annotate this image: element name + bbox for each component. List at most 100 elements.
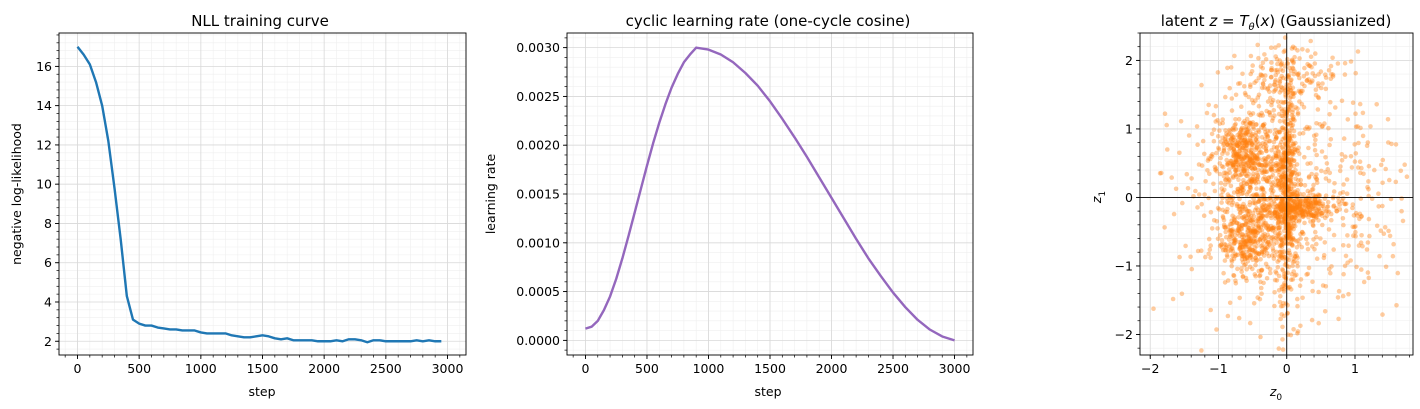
latent-point — [1283, 210, 1289, 216]
latent-point — [1233, 153, 1238, 159]
lr-tick-label-x: 3000 — [939, 361, 971, 376]
latent-point — [1365, 270, 1371, 275]
latent-point — [1260, 81, 1266, 87]
latent-point — [1234, 158, 1239, 163]
latent-point — [1282, 198, 1287, 203]
latent-point — [1269, 168, 1274, 173]
latent-point — [1330, 195, 1336, 201]
latent-point — [1237, 245, 1243, 250]
latent-point — [1262, 246, 1267, 252]
latent-point — [1265, 264, 1270, 270]
latent-point — [1256, 225, 1262, 230]
latent-point — [1244, 215, 1249, 220]
latent-point — [1253, 137, 1258, 142]
latent-point — [1281, 313, 1287, 319]
latent-point — [1279, 249, 1285, 254]
latent-point — [1213, 119, 1218, 124]
latent-point — [1292, 202, 1298, 208]
latent-point — [1353, 70, 1358, 76]
latent-point — [1273, 152, 1279, 158]
latent-point — [1314, 121, 1319, 126]
latent-point — [1209, 131, 1215, 137]
latent-point — [1250, 200, 1256, 206]
latent-point — [1269, 235, 1274, 240]
latent-point — [1239, 253, 1245, 258]
latent-point — [1256, 147, 1262, 153]
latent-point — [1278, 204, 1283, 210]
latent-point — [1252, 166, 1258, 171]
latent-point — [1255, 230, 1260, 236]
latent-point — [1252, 207, 1258, 213]
latent-point — [1293, 206, 1298, 211]
latent-point — [1248, 82, 1253, 87]
latent-point — [1290, 169, 1296, 175]
latent-point — [1237, 246, 1242, 252]
latent-point — [1295, 331, 1300, 336]
latent-point — [1244, 139, 1250, 144]
latent-point — [1199, 82, 1204, 88]
latent-point — [1265, 134, 1270, 140]
latent-point — [1261, 197, 1267, 203]
latent-point — [1348, 59, 1354, 64]
latent-point — [1314, 132, 1319, 138]
latent-point — [1341, 136, 1347, 141]
lr-panel: cyclic learning rate (one-cycle cosine) … — [483, 12, 974, 399]
latent-point — [1287, 177, 1293, 183]
latent-point — [1281, 274, 1287, 279]
latent-point — [1275, 69, 1281, 75]
latent-point — [1250, 151, 1256, 156]
latent-point — [1289, 197, 1294, 202]
latent-point — [1312, 200, 1318, 206]
latent-point — [1220, 120, 1225, 126]
latent-point — [1341, 271, 1346, 277]
latent-point — [1337, 207, 1343, 212]
latent-point — [1243, 232, 1249, 238]
latent-zero-lines — [1140, 33, 1413, 355]
latent-point — [1295, 110, 1301, 116]
latent-point — [1252, 227, 1257, 232]
latent-point — [1281, 210, 1287, 216]
latent-point — [1357, 216, 1362, 222]
latent-point — [1366, 216, 1372, 222]
latent-point — [1301, 231, 1306, 237]
nll-tick-label-y: 8 — [44, 216, 52, 231]
latent-point — [1236, 228, 1242, 233]
latent-point — [1270, 211, 1275, 216]
latent-point — [1282, 281, 1287, 286]
latent-point — [1223, 170, 1229, 176]
latent-point — [1289, 205, 1294, 210]
latent-point — [1272, 168, 1278, 174]
latent-point — [1258, 236, 1263, 242]
latent-point — [1289, 151, 1295, 156]
latent-point — [1333, 206, 1339, 211]
latent-point — [1255, 174, 1261, 179]
latent-point — [1281, 249, 1287, 254]
latent-point — [1287, 241, 1292, 246]
latent-point — [1270, 246, 1276, 251]
latent-point — [1287, 85, 1293, 91]
latent-point — [1265, 209, 1271, 215]
latent-point — [1231, 217, 1237, 222]
latent-point — [1195, 205, 1200, 210]
latent-point — [1302, 209, 1307, 214]
latent-point — [1398, 168, 1404, 174]
latent-point — [1244, 130, 1250, 135]
latent-point — [1246, 212, 1251, 218]
latent-point — [1273, 153, 1279, 159]
latent-point — [1289, 57, 1295, 63]
latent-point — [1286, 209, 1292, 214]
latent-point — [1259, 187, 1264, 192]
latent-point — [1296, 204, 1302, 209]
latent-point — [1348, 154, 1354, 159]
latent-point — [1276, 231, 1281, 237]
latent-point — [1275, 215, 1281, 220]
latent-point — [1304, 236, 1309, 242]
latent-point — [1289, 237, 1294, 243]
latent-point — [1290, 66, 1296, 71]
latent-point — [1277, 80, 1282, 85]
latent-point — [1298, 91, 1304, 96]
latent-point — [1314, 152, 1319, 158]
latent-point — [1287, 210, 1293, 215]
latent-point — [1282, 173, 1288, 179]
